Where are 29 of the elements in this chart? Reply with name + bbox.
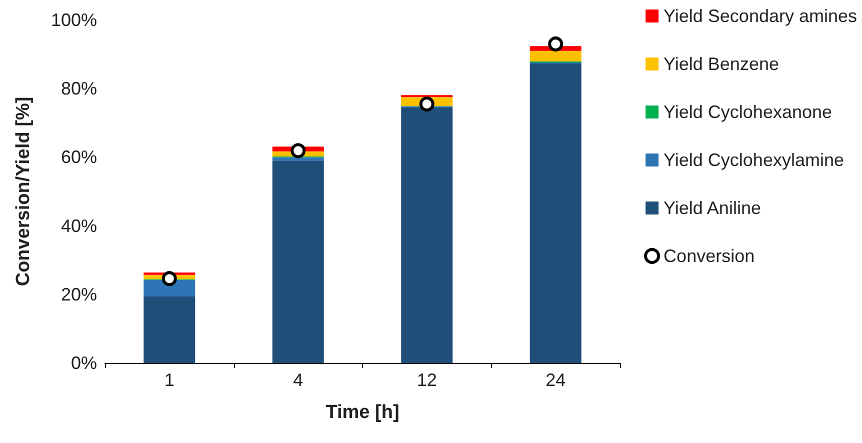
bar	[144, 280, 196, 296]
point	[419, 96, 434, 112]
bar	[144, 296, 196, 363]
bar	[272, 157, 324, 161]
point	[290, 143, 306, 158]
legend-label: Yield Benzene	[664, 54, 779, 74]
bar	[530, 50, 582, 62]
x-tick-label: 1	[164, 370, 174, 390]
y-tick-label: 40%	[60, 216, 97, 236]
bar	[530, 64, 582, 363]
legend-label: Yield Cyclohexylamine	[664, 150, 844, 170]
y-tick-label: 100%	[50, 10, 97, 30]
x-axis-title: Time [h]	[326, 402, 400, 423]
y-tick-label: 20%	[60, 284, 97, 304]
point	[548, 36, 564, 52]
point	[162, 271, 177, 286]
x-tick-label: 24	[546, 370, 566, 390]
y-tick-label: 0%	[70, 353, 97, 373]
legend-label: Conversion	[664, 246, 755, 266]
bar	[272, 160, 324, 363]
y-axis-title: Conversion/Yield [%]	[13, 96, 34, 286]
legend-label: Yield Aniline	[664, 198, 761, 218]
bar	[401, 107, 453, 363]
legend-label: Yield Secondary amines	[664, 6, 858, 26]
y-tick-label: 60%	[60, 147, 97, 168]
legend-label: Yield Cyclohexanone	[664, 102, 832, 122]
y-tick-label: 80%	[60, 78, 97, 99]
x-tick-label: 4	[293, 370, 304, 390]
x-tick-label: 12	[416, 370, 437, 390]
